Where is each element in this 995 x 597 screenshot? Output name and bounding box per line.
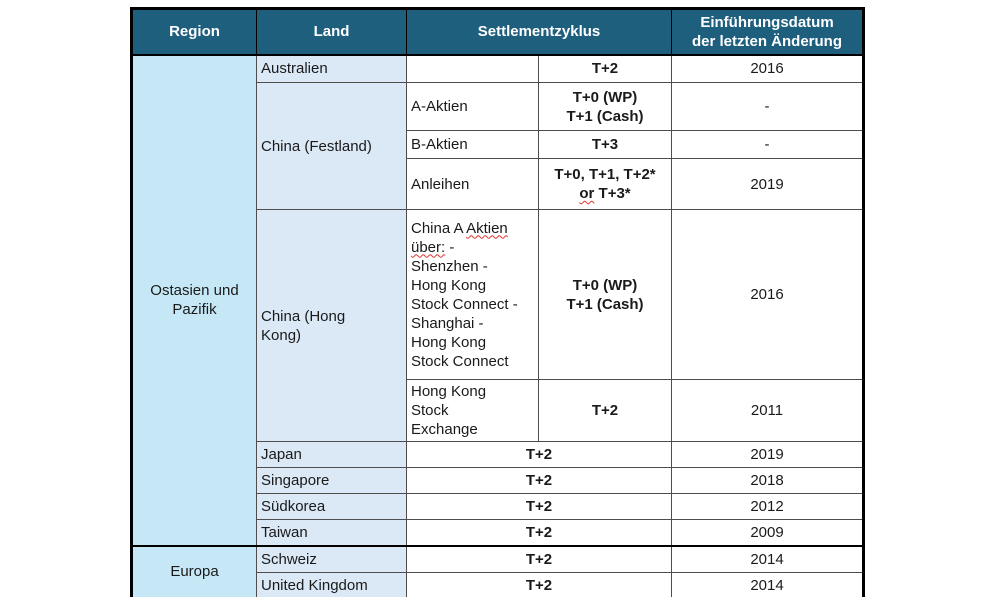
settlement-value-schweiz: T+2 xyxy=(405,544,673,573)
row-united-kingdom: United Kingdom T+2 2014 xyxy=(132,572,865,597)
land-cell-suedkorea: Südkorea xyxy=(256,493,407,520)
date-cell-united-kingdom: 2014 xyxy=(671,572,865,597)
instrument-cell-b-aktien: B-Aktien xyxy=(406,130,539,159)
settlement-value-suedkorea: T+2 xyxy=(405,493,673,520)
header-introduction-date: Einführungsdatum der letzten Änderung xyxy=(671,8,865,56)
settlement-value-taiwan: T+2 xyxy=(405,519,673,546)
row-china-festland-anleihen: Anleihen T+0, T+1, T+2* or T+3* 2019 xyxy=(132,158,865,210)
land-cell-singapore: Singapore xyxy=(256,467,407,494)
date-cell-australien: 2016 xyxy=(671,54,865,83)
date-cell-singapore: 2018 xyxy=(671,467,865,494)
settlement-value-anleihen-line2-rest: T+3* xyxy=(598,185,631,202)
settlement-value-united-kingdom: T+2 xyxy=(405,572,673,597)
settlement-value-china-a-line2: T+1 (Cash) xyxy=(566,295,644,313)
misspelled-word-ueber: über: xyxy=(411,238,446,256)
instrument-cell-china-a-connect: China A Aktien über: - Shenzhen - Hong K… xyxy=(406,209,539,380)
region-cell-europa: Europa xyxy=(131,544,257,597)
land-cell-china-hongkong: China (Hong Kong) xyxy=(256,209,407,442)
header-region: Region xyxy=(131,8,257,56)
date-cell-china-a-connect: 2016 xyxy=(671,209,865,380)
row-suedkorea: Südkorea T+2 2012 xyxy=(132,493,865,520)
row-china-festland-b-aktien: B-Aktien T+3 - xyxy=(132,130,865,159)
row-taiwan: Taiwan T+2 2009 xyxy=(132,519,865,546)
settlement-value-a-aktien-line2: T+1 (Cash) xyxy=(566,107,644,125)
date-cell-anleihen: 2019 xyxy=(671,158,865,210)
misspelled-word-aktien: Aktien xyxy=(466,219,508,237)
instrument-cell-australien-empty xyxy=(406,54,539,83)
instrument-cell-anleihen: Anleihen xyxy=(406,158,539,210)
instrument-cell-a-aktien: A-Aktien xyxy=(406,82,539,131)
row-china-festland-a-aktien: China (Festland) A-Aktien T+0 (WP) T+1 (… xyxy=(132,82,865,210)
settlement-value-anleihen: T+0, T+1, T+2* or T+3* xyxy=(537,158,673,210)
misspelled-word-or: or xyxy=(579,185,595,202)
settlement-value-anleihen-line2: or T+3* xyxy=(543,184,667,203)
instrument-cell-hkse-text: Hong Kong Stock Exchange xyxy=(411,383,487,438)
land-cell-schweiz: Schweiz xyxy=(256,544,407,573)
land-cell-taiwan: Taiwan xyxy=(256,519,407,546)
instrument-china-a-seg4: - Shenzhen - Hong Kong Stock Connect - S… xyxy=(411,238,518,370)
instrument-cell-china-a-connect-text: China A Aktien über: - Shenzhen - Hong K… xyxy=(411,219,522,371)
date-cell-b-aktien: - xyxy=(671,130,865,159)
settlement-value-a-aktien-line1: T+0 (WP) xyxy=(572,88,638,106)
header-land: Land xyxy=(256,8,407,56)
land-cell-united-kingdom: United Kingdom xyxy=(256,572,407,597)
date-cell-hkse: 2011 xyxy=(671,379,865,442)
land-cell-china-hongkong-text: China (Hong Kong) xyxy=(261,307,346,344)
header-introduction-date-line1: Einführungsdatum xyxy=(700,13,834,31)
date-cell-suedkorea: 2012 xyxy=(671,493,865,520)
land-cell-japan: Japan xyxy=(256,441,407,468)
region-cell-ostasien-pazifik: Ostasien und Pazifik xyxy=(131,54,257,546)
row-hongkong-stock-exchange: Hong Kong Stock Exchange T+2 2011 xyxy=(132,379,865,442)
settlement-value-china-a-line1: T+0 (WP) xyxy=(572,276,638,294)
row-australien: Ostasien und Pazifik Australien T+2 2016 xyxy=(131,54,865,546)
instrument-cell-hkse: Hong Kong Stock Exchange xyxy=(406,379,539,442)
date-cell-a-aktien: - xyxy=(671,82,865,131)
header-settlement-cycle: Settlementzyklus xyxy=(405,8,673,56)
instrument-china-a-seg1: China A xyxy=(411,219,463,237)
date-cell-taiwan: 2009 xyxy=(671,519,865,546)
settlement-value-australien: T+2 xyxy=(537,54,673,83)
settlement-value-a-aktien: T+0 (WP) T+1 (Cash) xyxy=(537,82,673,131)
date-cell-schweiz: 2014 xyxy=(671,544,865,573)
row-schweiz: Europa Schweiz T+2 2014 xyxy=(131,544,865,597)
settlement-cycle-table: Region Land Settlementzyklus Einführungs… xyxy=(130,7,866,597)
settlement-value-japan: T+2 xyxy=(405,441,673,468)
settlement-value-anleihen-line1: T+0, T+1, T+2* xyxy=(554,166,656,183)
header-introduction-date-line2: der letzten Änderung xyxy=(692,32,843,50)
row-china-hongkong-connect: China (Hong Kong) China A Aktien über: -… xyxy=(132,209,865,442)
settlement-value-china-a-connect: T+0 (WP) T+1 (Cash) xyxy=(537,209,673,380)
settlement-value-hkse: T+2 xyxy=(537,379,673,442)
land-cell-china-festland: China (Festland) xyxy=(256,82,407,210)
settlement-value-b-aktien: T+3 xyxy=(537,130,673,159)
date-cell-japan: 2019 xyxy=(671,441,865,468)
settlement-value-singapore: T+2 xyxy=(405,467,673,494)
land-cell-australien: Australien xyxy=(256,54,407,83)
table-header-row: Region Land Settlementzyklus Einführungs… xyxy=(131,8,865,56)
